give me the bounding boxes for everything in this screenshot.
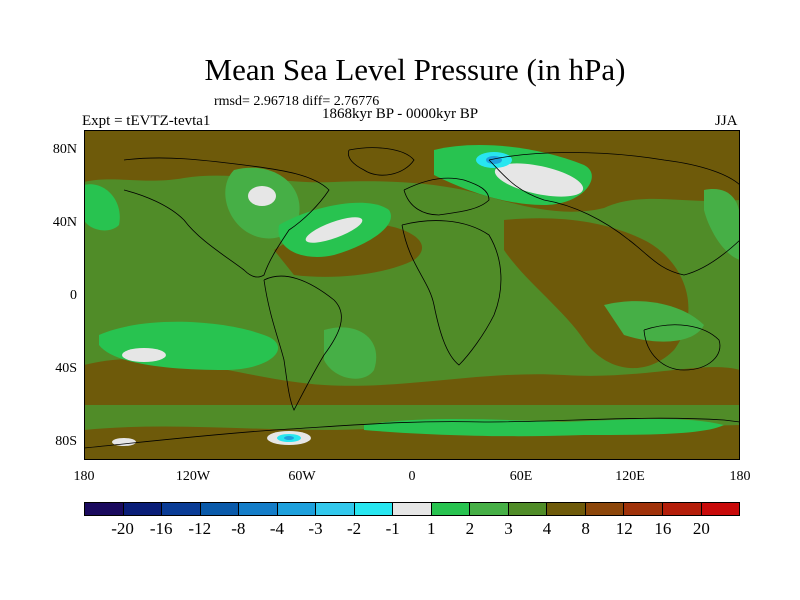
field-green-indian: [604, 301, 704, 342]
coast-south-america: [263, 275, 342, 411]
colorbar-label: -8: [231, 519, 246, 538]
lat-label-80n: 80N: [52, 142, 77, 157]
colorbar-label: 8: [581, 519, 590, 538]
lon-label-0: 0: [408, 469, 416, 484]
field-white-namerica: [248, 186, 276, 206]
colorbar-swatch: [239, 503, 278, 515]
colorbar-swatch: [662, 503, 702, 515]
field-green-east: [704, 189, 740, 260]
colorbar-swatch: [547, 503, 586, 515]
coast-australia: [643, 324, 721, 371]
colorbar-label: 12: [615, 519, 633, 538]
colorbar-label: 4: [542, 519, 552, 538]
field-white-natlantic: [305, 217, 363, 243]
colorbar-swatch: [585, 503, 625, 515]
lon-label-120w: 120W: [175, 469, 211, 484]
stats-label: rmsd= 2.96718 diff= 2.76776: [214, 94, 380, 109]
lon-label-180w: 180: [73, 469, 95, 484]
experiment-label: Expt = tEVTZ-tevta1: [82, 113, 211, 129]
colorbar-label: 1: [427, 519, 436, 538]
colorbar-swatch: [200, 503, 240, 515]
colorbar-swatch: [123, 503, 163, 515]
coast-north-america: [123, 157, 330, 278]
colorbar-swatch: [354, 503, 394, 515]
colorbar-label: -12: [188, 519, 212, 538]
colorbar-swatch: [701, 503, 740, 515]
period-label: 1868kyr BP - 0000kyr BP: [322, 106, 479, 122]
colorbar-label: 20: [692, 519, 710, 538]
coast-asia: [488, 152, 740, 276]
colorbar-swatch: [277, 503, 317, 515]
colorbar-label: -20: [111, 519, 134, 538]
field-white-arctic: [494, 163, 584, 197]
field-blue-arctic: [486, 156, 502, 164]
colorbar-swatch: [508, 503, 548, 515]
lat-label-eq: 0: [70, 288, 77, 303]
lat-label-40s: 40S: [55, 361, 77, 376]
pressure-map: [84, 130, 740, 460]
lon-label-60e: 60E: [509, 469, 533, 484]
season-label: JJA: [715, 113, 738, 129]
field-southern-belt: [84, 358, 740, 405]
lat-label-40n: 40N: [52, 215, 77, 230]
colorbar-label: -4: [269, 519, 285, 538]
coast-africa: [401, 220, 502, 366]
colorbar-swatch: [624, 503, 663, 515]
coast-greenland: [347, 147, 415, 176]
coast-europe: [403, 177, 490, 216]
colorbar-swatch: [470, 503, 509, 515]
colorbar-label: 2: [465, 519, 475, 538]
colorbar-swatch: [431, 503, 471, 515]
colorbar-label: 16: [654, 519, 672, 538]
colorbar-swatch: [85, 503, 124, 515]
field-white-spole: [112, 438, 136, 446]
colorbar-label: -2: [347, 519, 362, 538]
colorbar-swatch: [162, 503, 201, 515]
lat-label-80s: 80S: [55, 434, 77, 449]
page-title: Mean Sea Level Pressure (in hPa): [204, 52, 626, 87]
colorbar-swatch: [393, 503, 432, 515]
field-green-atlantic-s: [324, 327, 377, 379]
colorbar-label: -1: [385, 519, 400, 538]
colorbar-label: -3: [308, 519, 323, 538]
colorbar: [84, 502, 740, 516]
colorbar-label: 3: [504, 519, 513, 538]
colorbar-swatch: [316, 503, 355, 515]
field-green-westpac: [84, 184, 120, 231]
lon-label-120e: 120E: [615, 469, 645, 484]
colorbar-label: -16: [149, 519, 173, 538]
field-green-antarctic: [364, 418, 724, 437]
field-blue-antarctic: [284, 436, 294, 440]
coast-antarctica: [84, 417, 740, 449]
lon-label-60w: 60W: [288, 469, 316, 484]
field-white-pacific-s: [122, 348, 166, 362]
lon-label-180e: 180: [729, 469, 751, 484]
